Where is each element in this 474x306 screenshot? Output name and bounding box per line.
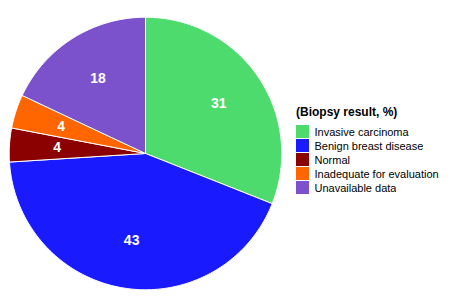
svg-text:4: 4 [57, 118, 65, 134]
html-text:Invasive carcinoma: Invasive carcinoma [314, 125, 409, 138]
html-text:Normal: Normal [314, 153, 350, 166]
html-text:Unavailable data: Unavailable data [314, 181, 397, 194]
html-text:Inadequate for evaluation: Inadequate for evaluation [314, 167, 439, 180]
svg-text:31: 31 [211, 95, 227, 111]
html-text:Benign breast disease: Benign breast disease [314, 139, 424, 152]
svg-text:4: 4 [53, 139, 61, 155]
svg-text:18: 18 [90, 70, 106, 86]
html-text:(Biopsy result, %): (Biopsy result, %) [296, 105, 398, 120]
svg-text:43: 43 [124, 232, 140, 248]
